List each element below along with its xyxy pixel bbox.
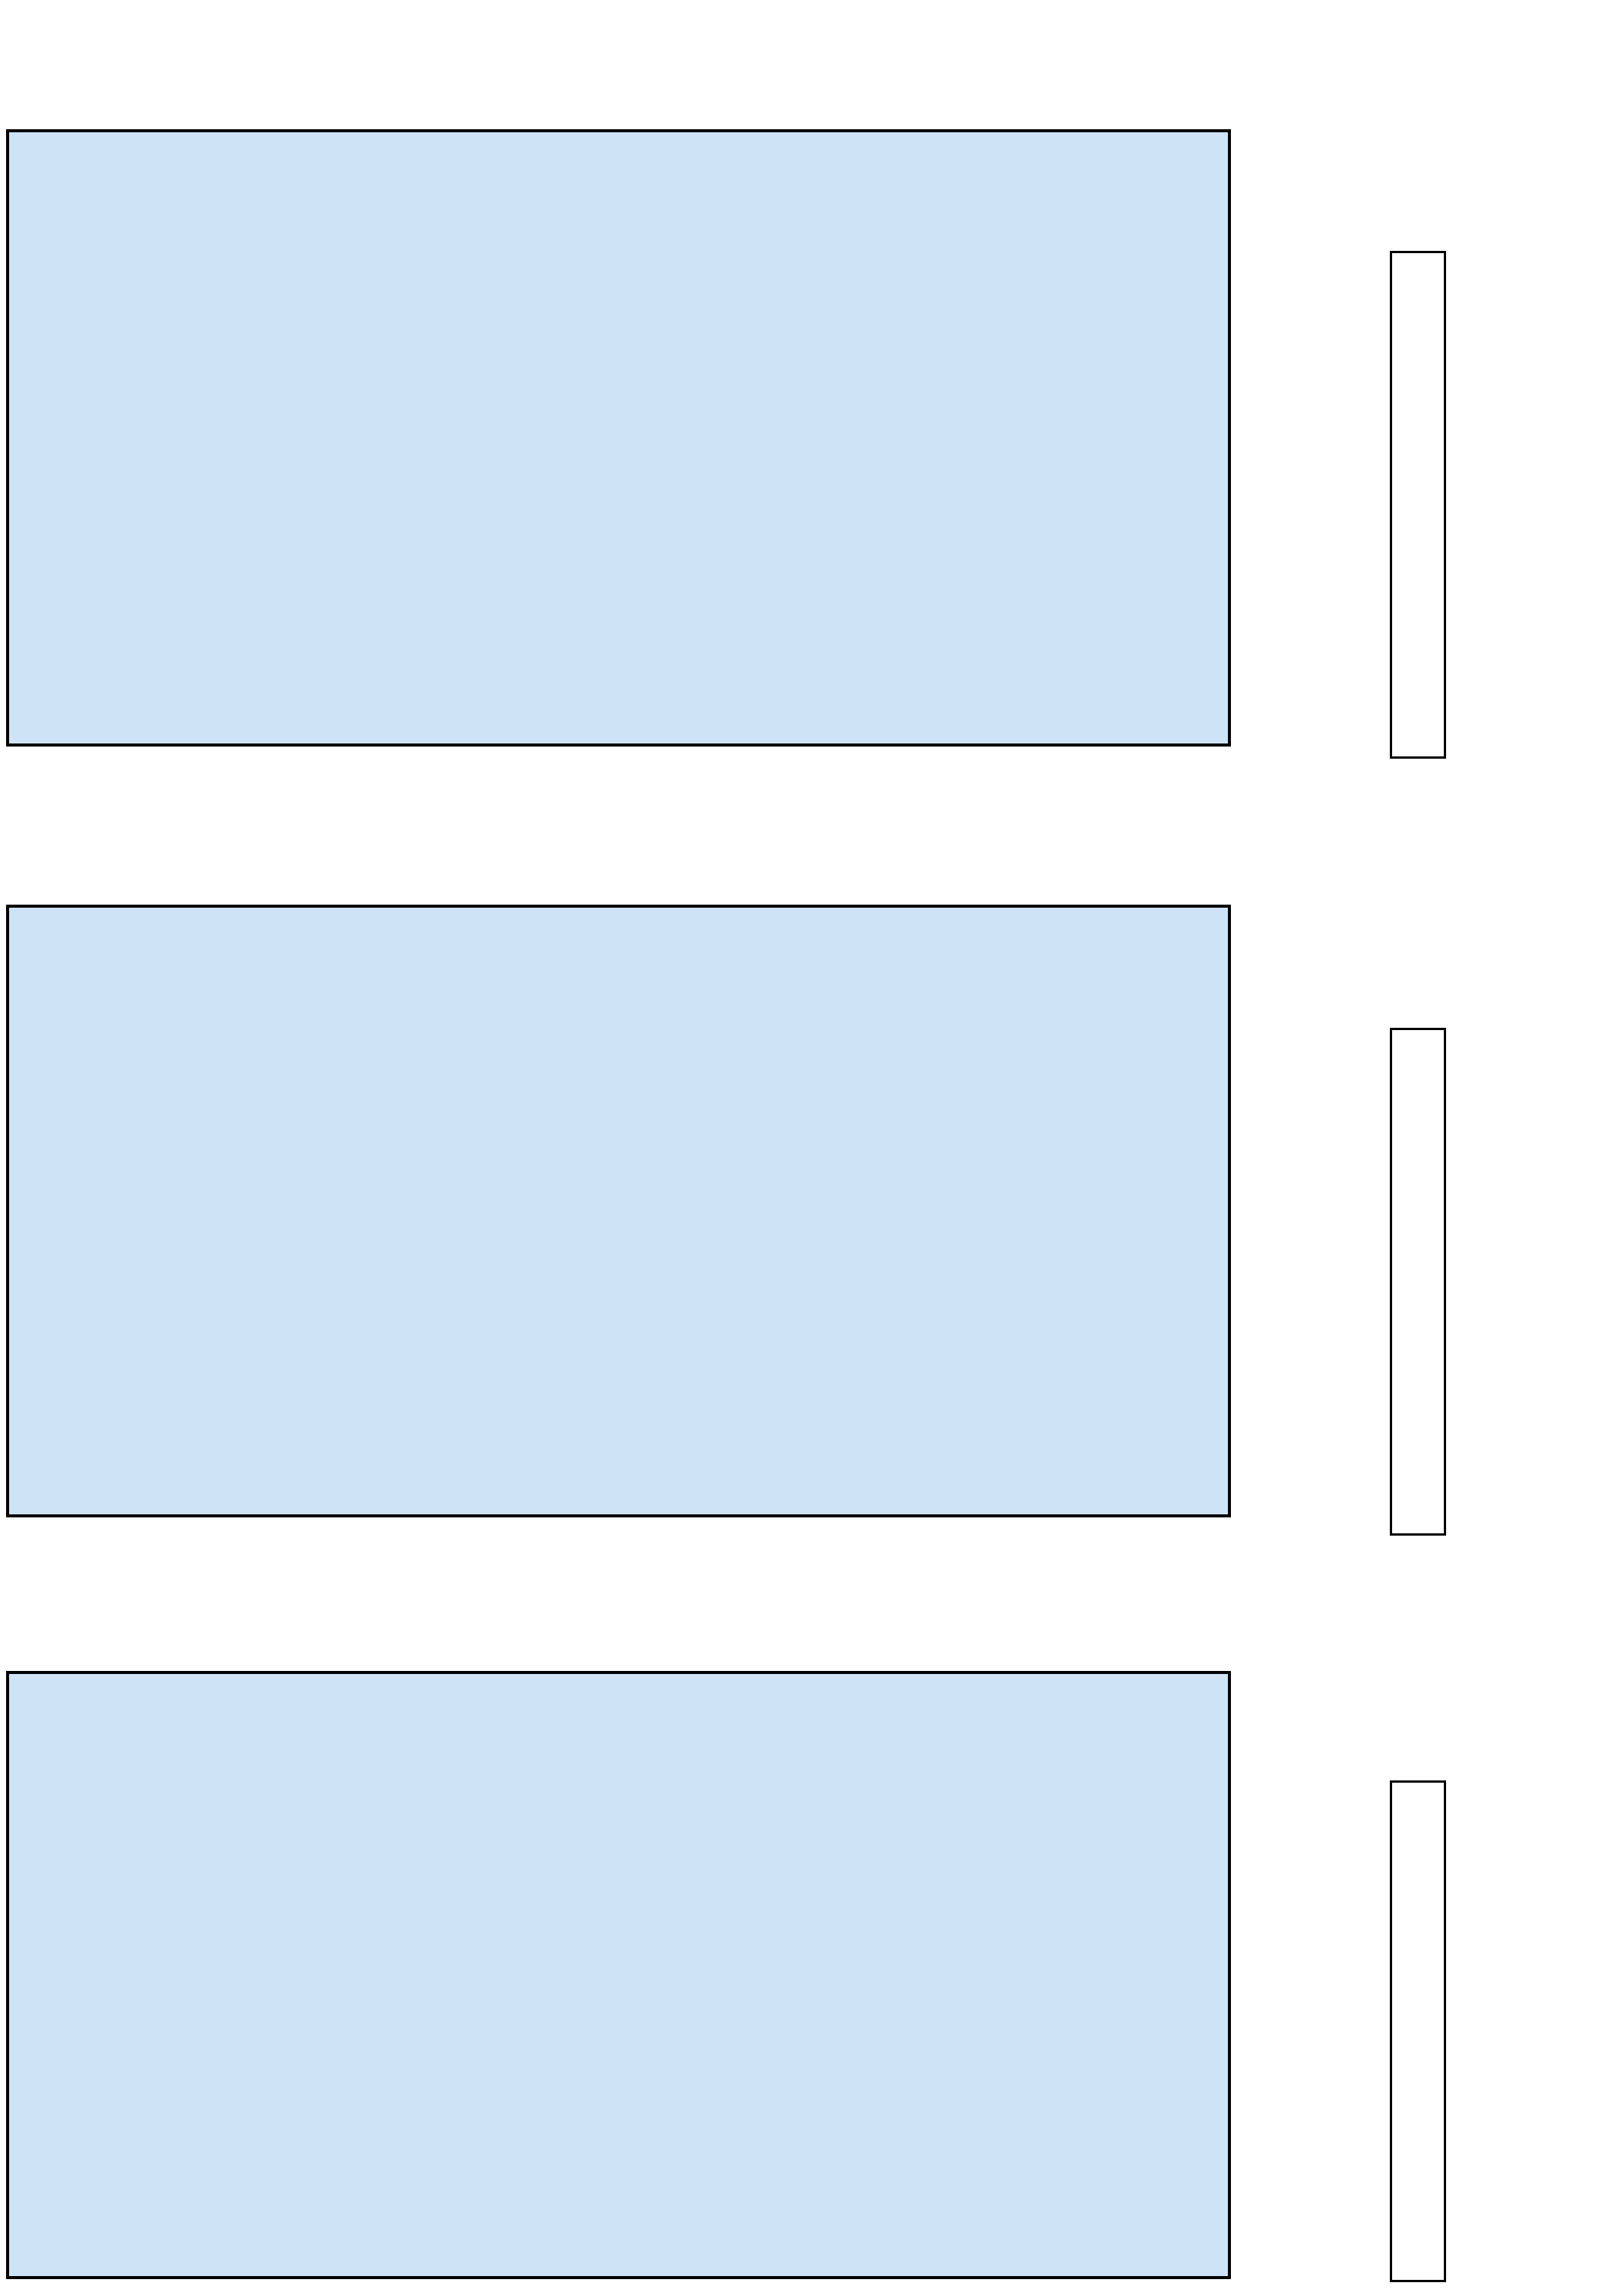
colorbar-top-swatches bbox=[1390, 251, 1446, 759]
map-diff[interactable] bbox=[6, 1671, 1231, 2279]
map-top[interactable] bbox=[6, 129, 1231, 747]
colorbar-middle[interactable] bbox=[1390, 1028, 1610, 1536]
map-middle[interactable] bbox=[6, 905, 1231, 1517]
colorbar-middle-swatches bbox=[1390, 1028, 1446, 1536]
colorbar-diff[interactable] bbox=[1390, 1780, 1610, 2282]
colorbar-middle-labels bbox=[1478, 1028, 1569, 1536]
map-diff-canvas bbox=[9, 1674, 1228, 2276]
map-top-canvas bbox=[9, 132, 1228, 743]
colorbar-diff-labels bbox=[1478, 1780, 1577, 2282]
map-middle-canvas bbox=[9, 908, 1228, 1514]
colorbar-top-labels bbox=[1478, 251, 1569, 759]
colorbar-top[interactable] bbox=[1390, 251, 1610, 759]
colorbar-diff-swatches bbox=[1390, 1780, 1446, 2282]
